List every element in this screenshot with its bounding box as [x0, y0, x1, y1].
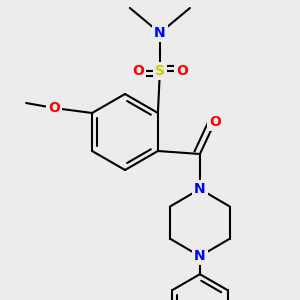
Text: O: O [176, 64, 188, 78]
Text: N: N [194, 182, 206, 196]
Text: O: O [132, 64, 144, 78]
Text: N: N [194, 249, 206, 263]
Text: O: O [209, 115, 221, 129]
Text: N: N [154, 26, 166, 40]
Text: O: O [48, 101, 60, 115]
Text: S: S [155, 64, 165, 78]
